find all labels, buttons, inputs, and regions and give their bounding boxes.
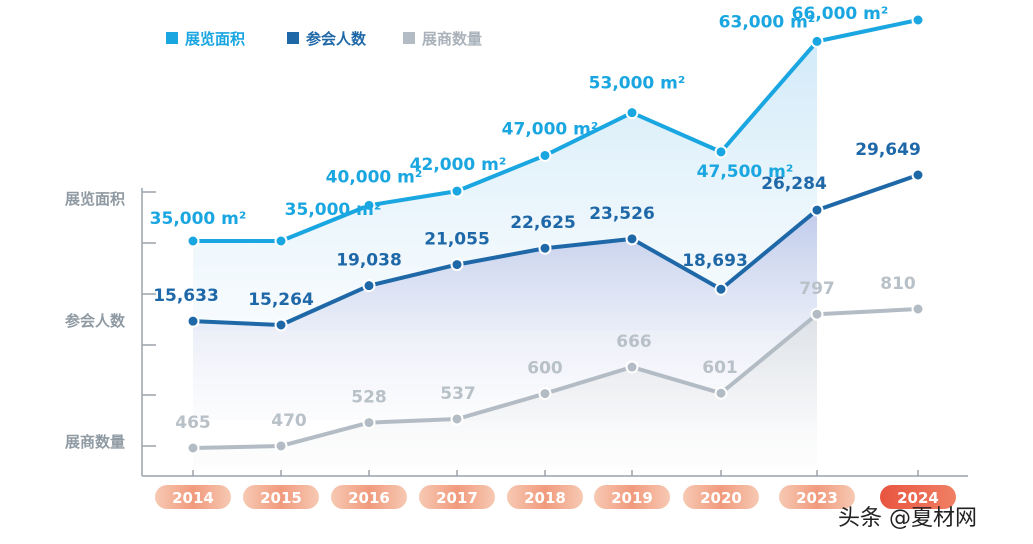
year-pill-2019	[594, 485, 670, 509]
data-label-exhibitor-2019: 666	[616, 332, 652, 352]
year-label-2020: 2020	[700, 489, 742, 507]
year-pill-2024	[880, 485, 956, 509]
data-label-attendee-2023: 26,284	[761, 174, 827, 194]
data-label-exhibitor-2024: 810	[880, 274, 916, 294]
year-label-2017: 2017	[436, 489, 478, 507]
point-area-2016	[362, 198, 376, 212]
data-label-area-2017: 42,000 m²	[410, 155, 507, 175]
year-label-2023: 2023	[796, 489, 838, 507]
point-area-2014	[186, 234, 200, 248]
point-exhibitor-2023	[810, 307, 824, 321]
point-attendee-2017	[450, 258, 464, 272]
year-label-2024: 2024	[897, 489, 939, 507]
point-exhibitor-2018	[538, 387, 552, 401]
point-area-2018	[538, 148, 552, 162]
data-label-exhibitor-2014: 465	[175, 413, 211, 433]
point-attendee-2020	[714, 282, 728, 296]
data-label-area-2024: 66,000 m²	[792, 4, 889, 24]
point-attendee-2019	[625, 232, 639, 246]
data-label-attendee-2024: 29,649	[855, 140, 921, 160]
point-attendee-2018	[538, 241, 552, 255]
point-area-2020	[714, 145, 728, 159]
legend-label-exhibitor: 展商数量	[422, 30, 482, 48]
point-exhibitor-2020	[714, 386, 728, 400]
point-area-2019	[625, 106, 639, 120]
year-label-2016: 2016	[348, 489, 390, 507]
point-exhibitor-2015	[274, 439, 288, 453]
point-attendee-2014	[186, 314, 200, 328]
year-pill-2016	[331, 485, 407, 509]
point-attendee-2023	[810, 203, 824, 217]
year-label-2014: 2014	[172, 489, 214, 507]
data-label-area-2023: 63,000 m²	[719, 12, 816, 32]
year-pill-2020	[683, 485, 759, 509]
data-label-area-2016: 40,000 m²	[326, 167, 423, 187]
data-label-attendee-2017: 21,055	[424, 230, 490, 250]
year-pill-2015	[243, 485, 319, 509]
legend: 展览面积 参会人数 展商数量	[166, 30, 482, 48]
year-pill-2014	[155, 485, 231, 509]
legend-swatch-area	[166, 32, 178, 44]
point-area-2015	[274, 234, 288, 248]
data-label-exhibitor-2017: 537	[440, 384, 476, 404]
data-label-area-2019: 53,000 m²	[589, 74, 686, 94]
point-area-2023	[810, 34, 824, 48]
data-label-area-2020: 47,500 m²	[697, 162, 794, 182]
data-label-area-2015: 35,000 m²	[285, 200, 382, 220]
data-label-exhibitor-2018: 600	[527, 359, 563, 379]
point-area-2024	[911, 13, 925, 27]
point-exhibitor-2024	[911, 302, 925, 316]
legend-label-attendee: 参会人数	[306, 30, 367, 48]
data-label-exhibitor-2016: 528	[351, 388, 387, 408]
year-label-2018: 2018	[524, 489, 566, 507]
year-pill-2017	[419, 485, 495, 509]
area-fill-attendee	[193, 210, 817, 420]
y-label-attendee: 参会人数	[65, 312, 126, 330]
point-exhibitor-2017	[450, 412, 464, 426]
point-exhibitor-2019	[625, 360, 639, 374]
point-exhibitor-2014	[186, 441, 200, 455]
data-label-attendee-2018: 22,625	[510, 213, 576, 233]
point-exhibitor-2016	[362, 416, 376, 430]
point-attendee-2015	[274, 318, 288, 332]
data-label-attendee-2016: 19,038	[336, 251, 402, 271]
year-label-2019: 2019	[611, 489, 653, 507]
data-label-attendee-2014: 15,633	[153, 286, 219, 306]
data-label-area-2014: 35,000 m²	[150, 209, 247, 229]
data-label-exhibitor-2020: 601	[702, 358, 738, 378]
data-label-attendee-2020: 18,693	[682, 251, 748, 271]
point-attendee-2016	[362, 279, 376, 293]
y-label-exhibitor: 展商数量	[65, 433, 125, 451]
y-label-area: 展览面积	[65, 190, 125, 208]
point-area-2017	[450, 184, 464, 198]
legend-swatch-exhibitor	[403, 32, 415, 44]
legend-swatch-attendee	[287, 32, 299, 44]
legend-label-area: 展览面积	[185, 30, 245, 48]
data-label-exhibitor-2023: 797	[799, 279, 835, 299]
point-attendee-2024	[911, 168, 925, 182]
watermark-text: 头条 @夏材网	[838, 506, 977, 531]
year-pill-2018	[507, 485, 583, 509]
series-points	[186, 13, 925, 455]
data-label-exhibitor-2015: 470	[271, 411, 307, 431]
year-pill-2023	[779, 485, 855, 509]
data-label-area-2018: 47,000 m²	[502, 119, 599, 139]
year-label-2015: 2015	[260, 489, 302, 507]
data-label-attendee-2015: 15,264	[248, 290, 314, 310]
data-label-attendee-2019: 23,526	[589, 204, 655, 224]
